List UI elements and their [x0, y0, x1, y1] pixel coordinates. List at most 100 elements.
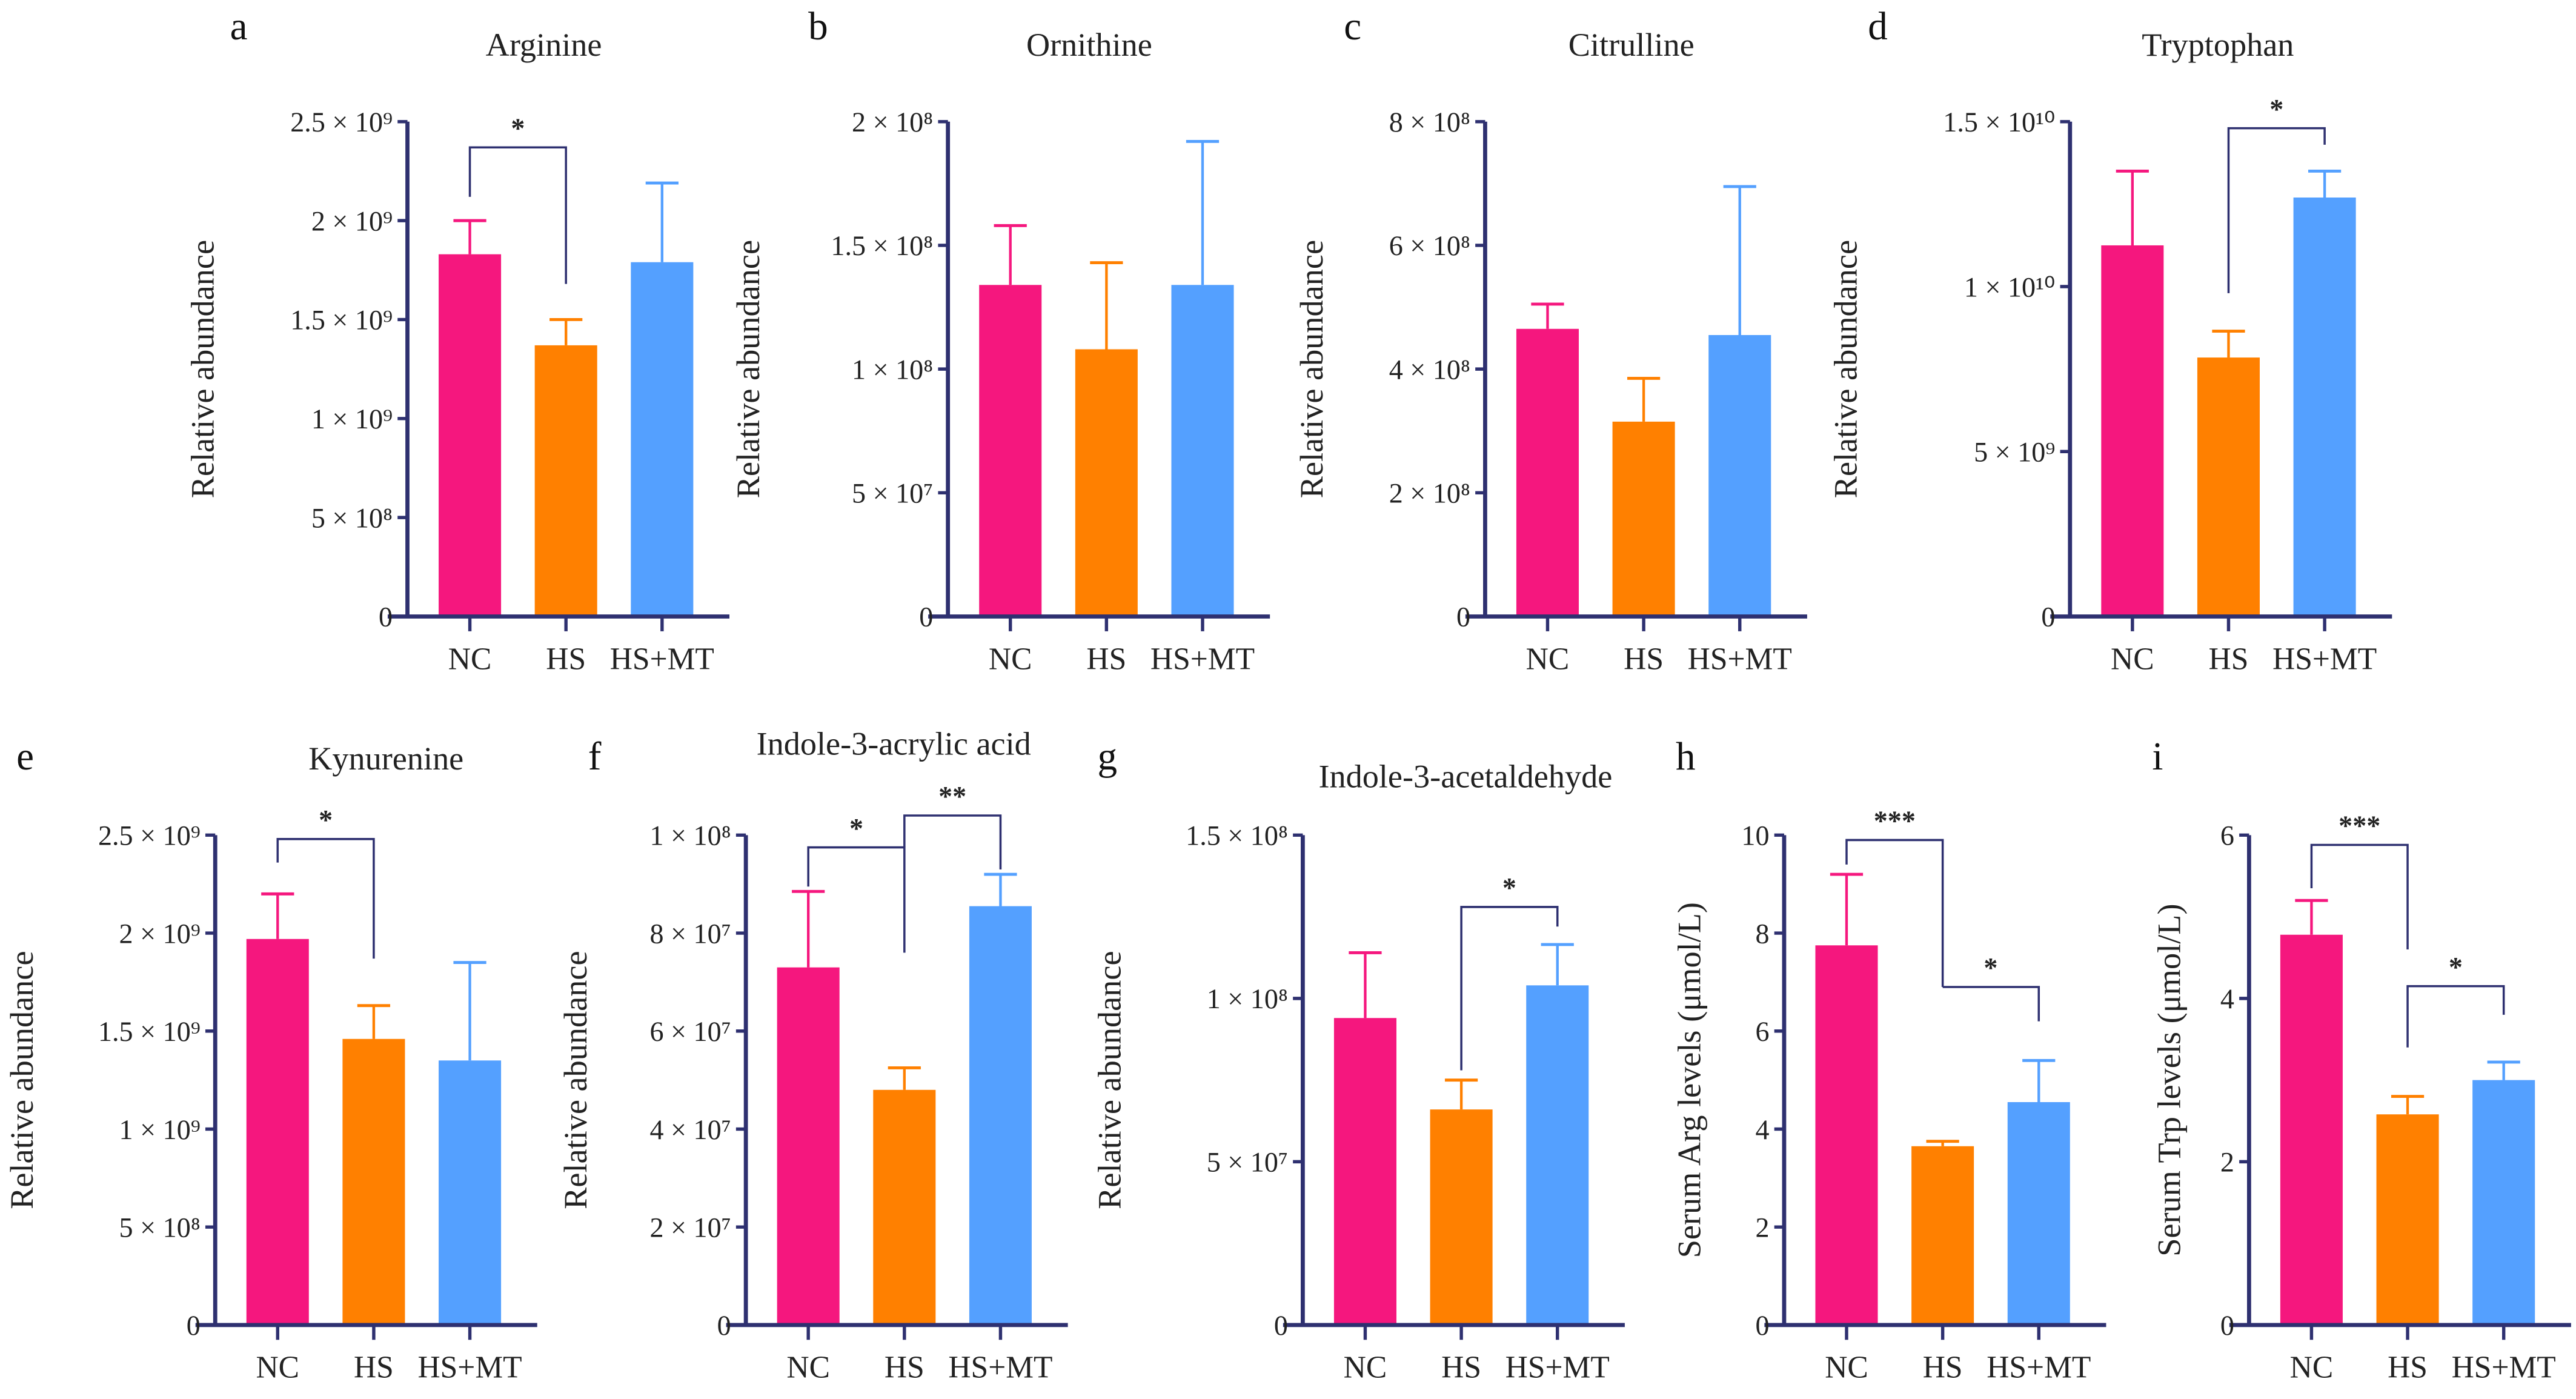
bar-HS+MT [631, 262, 694, 617]
x-tick-label: HS [354, 1351, 394, 1385]
x-tick-label: NC [1825, 1351, 1868, 1385]
panel-letter: f [588, 735, 602, 779]
y-tick-label: 4 × 10⁷ [649, 1114, 731, 1145]
y-tick-label: 4 [2220, 983, 2234, 1014]
bar-HS+MT [1526, 985, 1589, 1325]
y-tick-label: 8 × 10⁸ [1389, 107, 1470, 138]
panel-letter: g [1097, 735, 1117, 779]
y-tick-label: 1.5 × 10⁸ [831, 230, 933, 261]
panel-d: d Tryptophan Relative abundance NC HS HS+MT 0 5… [1827, 5, 2392, 676]
significance-bracket [276, 838, 375, 959]
y-tick-label: 0 [379, 602, 393, 633]
y-axis-label: Relative abundance [185, 240, 221, 498]
panel-title: Citrulline [1569, 27, 1695, 63]
x-tick-label: NC [1526, 642, 1570, 676]
significance-label: * [2269, 93, 2283, 124]
panel-title: Arginine [486, 27, 602, 63]
x-tick-label: HS+MT [417, 1351, 522, 1385]
bar-HS [1911, 1146, 1974, 1325]
x-tick-label: HS [1624, 642, 1664, 676]
significance-label: * [511, 113, 525, 144]
bar-HS [534, 345, 597, 617]
x-tick-label: HS [885, 1351, 925, 1385]
y-tick-label: 6 × 10⁸ [1389, 230, 1470, 261]
y-tick-label: 1.5 × 10⁸ [1186, 820, 1288, 851]
y-tick-label: 8 [1755, 918, 1769, 949]
x-tick-label: HS [546, 642, 586, 676]
significance-label: * [1502, 872, 1516, 903]
x-tick-label: NC [2111, 642, 2154, 676]
y-axis-label: Relative abundance [1827, 240, 1864, 498]
y-tick-label: 0 [919, 602, 933, 633]
y-tick-label: 0 [2220, 1310, 2234, 1341]
x-tick-label: HS+MT [1150, 642, 1255, 676]
bar-NC [1815, 945, 1878, 1325]
y-tick-label: 4 × 10⁸ [1389, 354, 1470, 385]
significance-label: * [2449, 951, 2463, 982]
y-tick-label: 1 × 10¹⁰ [1964, 271, 2055, 302]
bar-NC [2101, 245, 2164, 617]
y-axis-label: Relative abundance [730, 240, 766, 498]
x-tick-label: NC [256, 1351, 300, 1385]
panel-a: a Arginine Relative abundance NC HS HS+MT 0 5 ×… [185, 5, 730, 676]
y-axis-label: Serum Arg levels (μmol/L) [1671, 902, 1708, 1258]
bar-NC [439, 254, 502, 617]
panel-letter: a [230, 5, 248, 48]
y-axis-label: Relative abundance [4, 951, 40, 1209]
x-tick-label: NC [1344, 1351, 1387, 1385]
y-tick-label: 5 × 10⁹ [1974, 437, 2055, 468]
x-tick-label: NC [786, 1351, 830, 1385]
significance-label: ** [938, 781, 966, 812]
y-tick-label: 2.5 × 10⁹ [98, 820, 201, 851]
bar-HS [2197, 357, 2260, 617]
x-tick-label: NC [989, 642, 1032, 676]
panel-letter: b [808, 5, 828, 48]
significance-bracket [807, 846, 906, 953]
x-tick-label: HS [2388, 1351, 2428, 1385]
y-tick-label: 5 × 10⁸ [311, 502, 393, 533]
x-tick-label: HS [2209, 642, 2249, 676]
y-tick-label: 5 × 10⁷ [852, 478, 933, 509]
y-tick-label: 2 × 10⁷ [649, 1212, 731, 1243]
y-axis-label: Relative abundance [1091, 951, 1127, 1209]
y-tick-label: 5 × 10⁷ [1207, 1147, 1288, 1178]
y-tick-label: 0 [2041, 602, 2055, 633]
significance-label: * [1983, 952, 1997, 983]
significance-bracket [903, 814, 1002, 869]
y-tick-label: 0 [717, 1310, 731, 1341]
significance-bracket [1942, 986, 2040, 1022]
panel-letter: c [1344, 5, 1361, 48]
x-tick-label: HS+MT [1987, 1351, 2091, 1385]
bar-HS+MT [2007, 1102, 2070, 1325]
panel-title: Tryptophan [2142, 27, 2294, 63]
x-tick-label: HS+MT [610, 642, 714, 676]
y-tick-label: 1 × 10⁹ [311, 404, 393, 434]
y-tick-label: 6 × 10⁷ [649, 1016, 731, 1047]
panel-letter: h [1676, 735, 1696, 779]
y-tick-label: 10 [1741, 820, 1769, 851]
y-tick-label: 5 × 10⁸ [119, 1212, 201, 1243]
y-tick-label: 2 × 10⁹ [119, 918, 201, 949]
significance-bracket [2406, 985, 2505, 1048]
y-tick-label: 2.5 × 10⁹ [290, 107, 393, 138]
y-tick-label: 1.5 × 10⁹ [98, 1016, 201, 1047]
y-tick-label: 2 × 10⁸ [1389, 478, 1470, 509]
bar-HS [1075, 349, 1138, 617]
y-tick-label: 1.5 × 10¹⁰ [1943, 107, 2055, 138]
panel-e: e Kynurenine Relative abundance NC HS HS+MT 0 5… [4, 735, 537, 1385]
bar-NC [777, 967, 840, 1325]
y-tick-label: 4 [1755, 1114, 1769, 1145]
significance-label: * [849, 812, 863, 843]
y-axis-label: Serum Trp levels (μmol/L) [2151, 903, 2187, 1256]
y-axis-label: Relative abundance [557, 951, 594, 1209]
x-tick-label: HS+MT [2452, 1351, 2556, 1385]
y-tick-label: 2 [2220, 1147, 2234, 1178]
y-tick-label: 1 × 10⁹ [119, 1114, 201, 1145]
significance-label: * [319, 805, 333, 836]
y-tick-label: 0 [1456, 602, 1470, 633]
y-tick-label: 2 × 10⁸ [852, 107, 933, 138]
y-tick-label: 1 × 10⁸ [649, 820, 731, 851]
significance-label: *** [1874, 805, 1916, 836]
x-tick-label: HS+MT [1505, 1351, 1610, 1385]
bar-HS [1430, 1109, 1493, 1325]
